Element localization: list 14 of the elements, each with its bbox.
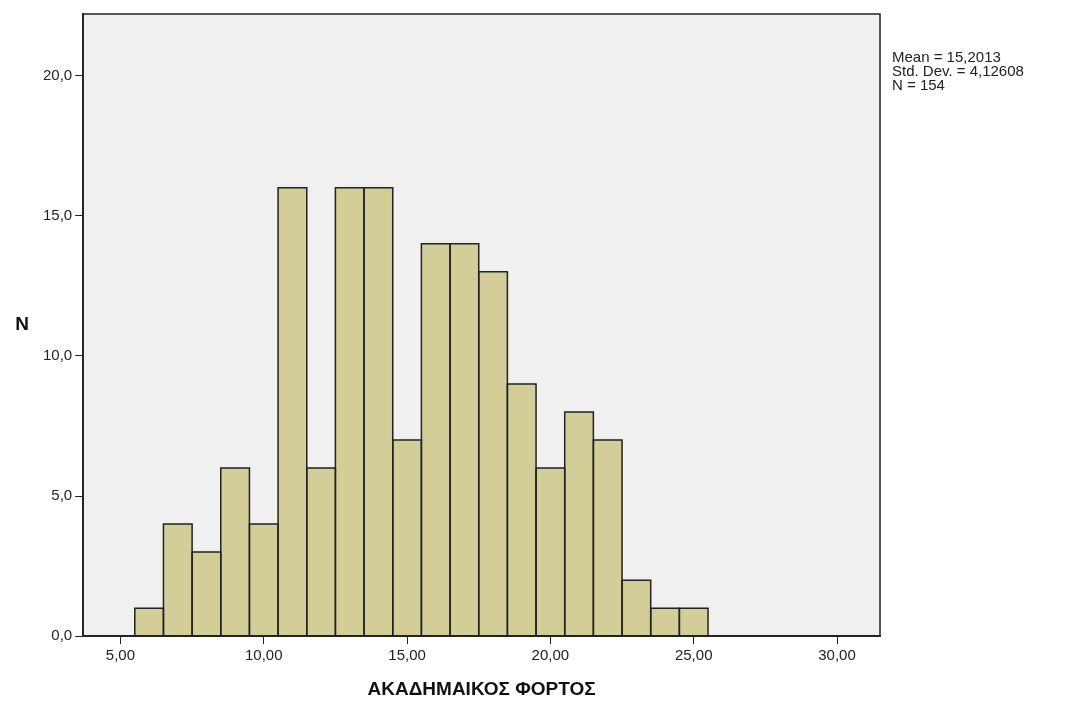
x-tick-label: 15,00 bbox=[388, 646, 426, 664]
x-tick-label: 10,00 bbox=[244, 646, 283, 664]
y-tick-label: 10,0 bbox=[42, 346, 73, 364]
text: N = 154 bbox=[892, 75, 945, 93]
x-tick-label: 30,00 bbox=[818, 646, 856, 664]
y-tick-label: 0,0 bbox=[51, 626, 73, 644]
x-tick-label: 20,00 bbox=[531, 646, 570, 664]
y-tick-label: 20,0 bbox=[42, 65, 73, 83]
y-tick-label: 15,0 bbox=[42, 205, 73, 223]
x-tick-label: 5,00 bbox=[105, 646, 136, 664]
y-tick-label: 5,0 bbox=[51, 486, 73, 504]
x-tick-label: 25,00 bbox=[674, 646, 713, 664]
y-axis-title: N bbox=[15, 313, 29, 335]
x-axis-title: ΑΚΑΔΗΜΑΙΚΟΣ ΦΟΡΤΟΣ bbox=[367, 677, 596, 699]
